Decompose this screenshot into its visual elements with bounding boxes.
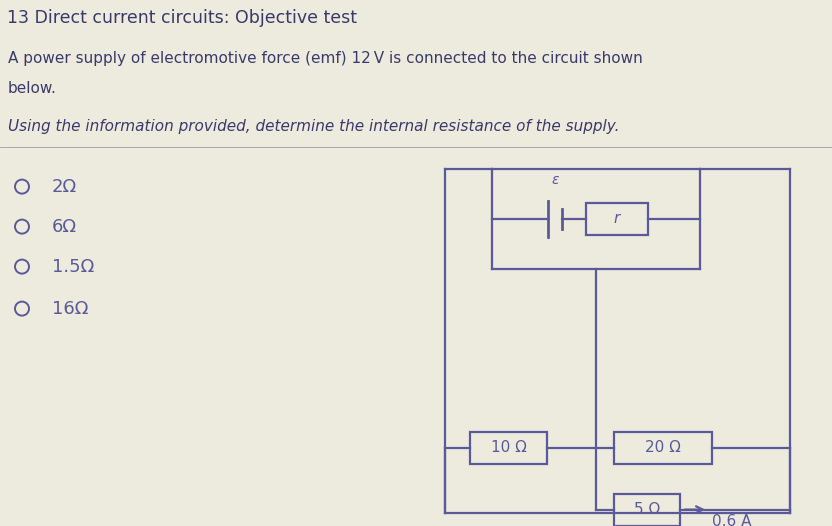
Text: 2Ω: 2Ω [52, 178, 77, 196]
Bar [586, 203, 648, 235]
Text: Using the information provided, determine the internal resistance of the supply.: Using the information provided, determin… [8, 118, 620, 134]
Bar [470, 432, 547, 463]
Bar [614, 432, 712, 463]
Text: A power supply of electromotive force (emf) 12 V is connected to the circuit sho: A power supply of electromotive force (e… [8, 50, 643, 66]
Text: 1.5Ω: 1.5Ω [52, 258, 94, 276]
Text: 0.6 A: 0.6 A [712, 513, 751, 526]
Text: 6Ω: 6Ω [52, 218, 77, 236]
Text: 13 Direct current circuits: Objective test: 13 Direct current circuits: Objective te… [7, 9, 357, 27]
Text: 10 Ω: 10 Ω [491, 440, 527, 455]
Text: below.: below. [8, 80, 57, 96]
Text: 5 Ω: 5 Ω [634, 502, 660, 517]
Text: 16Ω: 16Ω [52, 300, 88, 318]
Text: ε: ε [552, 173, 559, 187]
Bar [614, 493, 680, 525]
Text: 20 Ω: 20 Ω [645, 440, 681, 455]
Text: r: r [614, 211, 620, 226]
